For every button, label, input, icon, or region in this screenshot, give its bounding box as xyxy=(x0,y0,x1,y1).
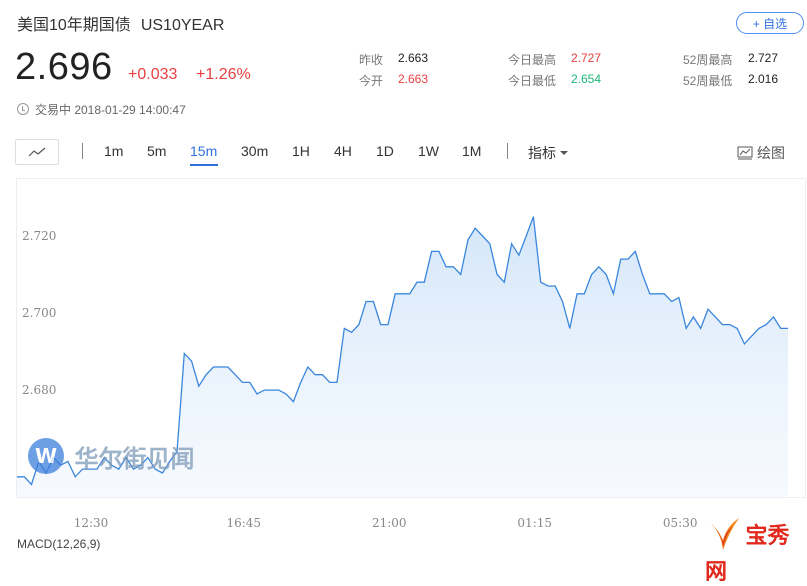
tab-1m[interactable]: 1m xyxy=(104,143,124,159)
prev-close-value: 2.663 xyxy=(398,51,429,65)
tab-1w[interactable]: 1W xyxy=(418,143,439,159)
line-chart-icon xyxy=(28,147,46,157)
y-tick-label: 2.720 xyxy=(22,229,56,243)
day-low-label: 今日最低 xyxy=(508,74,557,88)
caret-down-icon xyxy=(559,151,568,155)
indicator-dropdown[interactable]: 指标 xyxy=(528,143,568,163)
x-tick-label: 12:30 xyxy=(73,516,109,530)
ws-logo-icon: W xyxy=(28,438,64,474)
day-high-label: 今日最高 xyxy=(508,53,557,67)
day-low-value: 2.654 xyxy=(571,72,602,86)
add-watchlist-button[interactable]: + 自选 xyxy=(736,12,804,34)
flame-logo-icon xyxy=(709,518,739,550)
toolbar-divider xyxy=(507,143,508,159)
toolbar-divider xyxy=(82,143,83,159)
indicator-label: 指标 xyxy=(528,145,556,161)
chart-type-button[interactable] xyxy=(15,139,59,165)
low52-label: 52周最低 xyxy=(683,74,733,88)
x-tick-label: 16:45 xyxy=(226,516,262,530)
high52-value: 2.727 xyxy=(748,51,779,65)
active-tab-indicator xyxy=(190,164,218,166)
instrument-title: 美国10年期国债 US10YEAR xyxy=(17,11,224,35)
price-change: +0.033 xyxy=(128,66,178,83)
tab-4h[interactable]: 4H xyxy=(334,143,352,159)
instrument-name: 美国10年期国债 xyxy=(17,17,131,34)
prev-close-label: 昨收 xyxy=(359,53,384,67)
y-tick-label: 2.700 xyxy=(22,306,56,320)
watermark: W 华尔街见闻 xyxy=(26,436,194,476)
y-tick-label: 2.680 xyxy=(22,383,56,397)
price-chart[interactable]: 2.720 2.700 2.680 xyxy=(16,178,806,498)
price-change-pct: +1.26% xyxy=(196,66,251,83)
tab-5m[interactable]: 5m xyxy=(147,143,167,159)
low52-value: 2.016 xyxy=(748,72,779,86)
x-tick-label: 21:00 xyxy=(371,516,407,530)
last-price: 2.696 xyxy=(15,46,113,88)
day-high-value: 2.727 xyxy=(571,51,602,65)
tab-1d[interactable]: 1D xyxy=(376,143,394,159)
clock-icon xyxy=(17,103,29,115)
draw-label: 绘图 xyxy=(757,145,785,161)
price-area xyxy=(17,216,788,498)
status-text: 交易中 2018-01-29 14:00:47 xyxy=(35,103,186,117)
tab-15m[interactable]: 15m xyxy=(190,143,218,159)
x-tick-label: 01:15 xyxy=(517,516,553,530)
draw-icon xyxy=(737,146,753,160)
watermark-text: 华尔街见闻 xyxy=(74,445,195,473)
price-line xyxy=(17,216,788,486)
corner-logo: 宝秀网 xyxy=(705,514,807,586)
tab-1m[interactable]: 1M xyxy=(462,143,482,159)
instrument-code: US10YEAR xyxy=(140,17,225,34)
macd-label: MACD(12,26,9) xyxy=(17,537,101,551)
tab-1h[interactable]: 1H xyxy=(292,143,310,159)
open-value: 2.663 xyxy=(398,72,429,86)
open-label: 今开 xyxy=(359,74,384,88)
tab-30m[interactable]: 30m xyxy=(241,143,269,159)
svg-text:W: W xyxy=(35,444,57,468)
high52-label: 52周最高 xyxy=(683,53,733,67)
draw-tool-button[interactable]: 绘图 xyxy=(737,143,785,163)
x-tick-label: 05:30 xyxy=(662,516,698,530)
trading-status: 交易中 2018-01-29 14:00:47 xyxy=(17,101,186,118)
